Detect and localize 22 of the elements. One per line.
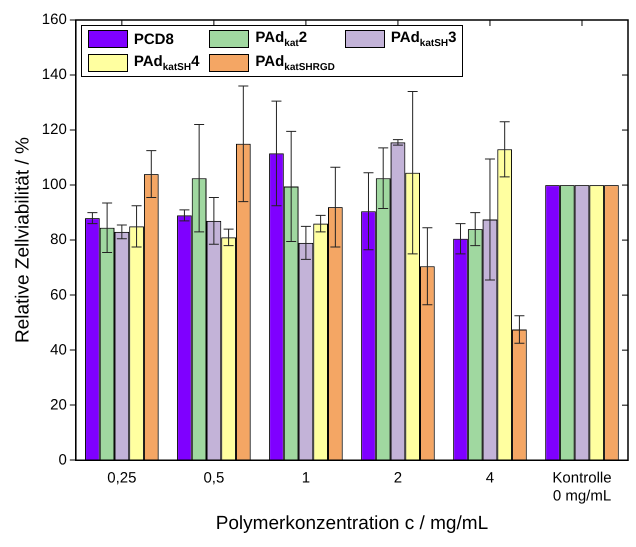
x-tick-label: 2: [394, 469, 402, 486]
legend-label: PAd$_{kat}$2: [255, 29, 308, 49]
y-tick-label: 60: [50, 286, 67, 304]
y-tick-label: 160: [42, 11, 67, 28]
y-tick-label: 40: [50, 341, 67, 358]
y-tick-label: 80: [50, 231, 67, 248]
x-tick-label: Kontrolle 0 mg/mL: [552, 469, 612, 504]
x-tick-label: 0,25: [107, 469, 136, 486]
x-axis-title: Polymerkonzentration c / mg/mL: [216, 512, 488, 534]
x-tick-label: 1: [302, 469, 310, 486]
y-tick-label: 0: [58, 451, 67, 468]
legend-label: PCD8: [134, 30, 174, 48]
x-tick-label: 0,5: [203, 469, 224, 486]
legend-label: PAd$_{katSH}$4: [134, 53, 200, 73]
legend-label: PAd$_{katSHRGD}$: [255, 53, 335, 73]
y-tick-label: 140: [42, 66, 67, 84]
x-tick-label: 4: [486, 469, 494, 486]
y-tick-label: 20: [50, 396, 67, 414]
y-axis-title: Relative Zellviabilität / %: [12, 137, 34, 344]
y-tick-label: 120: [42, 121, 67, 138]
legend-label: PAd$_{katSH}$3: [390, 29, 456, 49]
y-tick-label: 100: [42, 176, 67, 194]
